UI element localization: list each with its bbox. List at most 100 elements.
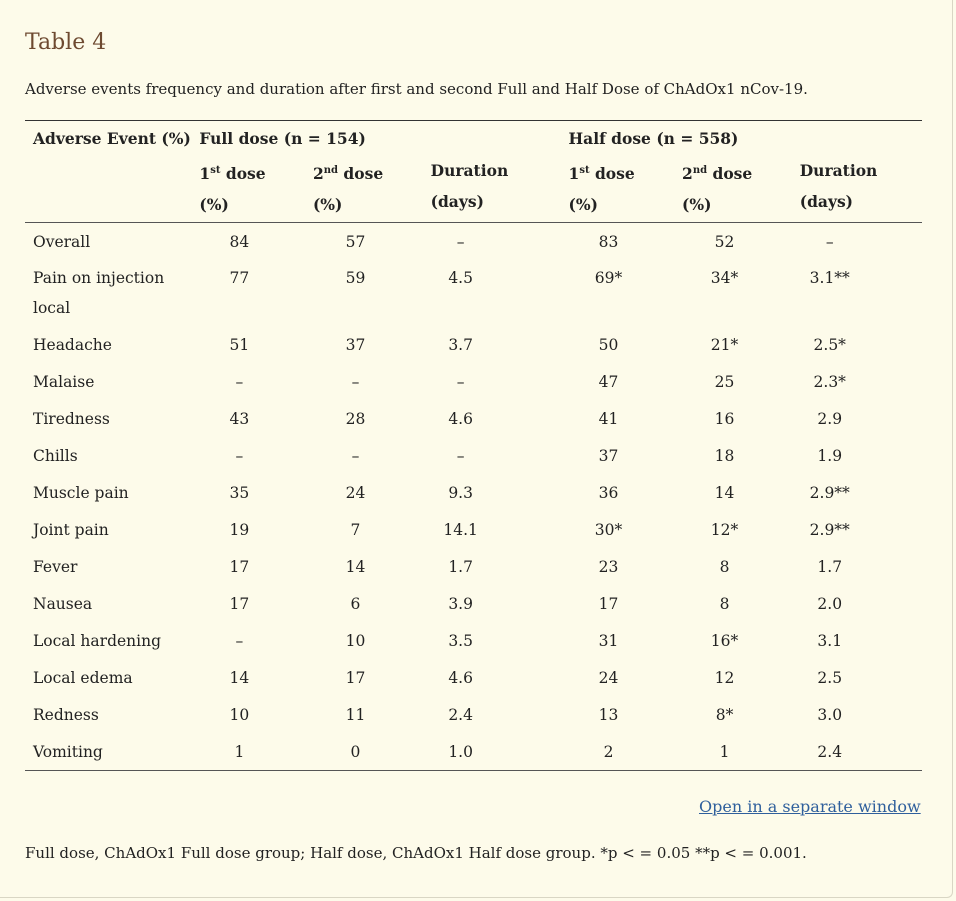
cell-adverse-event: Fever	[33, 558, 78, 576]
table-row: Redness 10 11 2.4 13 8* 3.0	[25, 696, 922, 733]
cell-full-duration: 4.5	[448, 269, 473, 287]
cell-full-first-dose: 17	[229, 595, 250, 613]
cell-full-duration: –	[456, 232, 465, 251]
cell-full-first-dose: 10	[229, 706, 250, 724]
table-row: Joint pain 19 7 14.1 30* 12* 2.9**	[25, 511, 922, 548]
cell-full-duration: 14.1	[443, 521, 478, 539]
cell-half-second-dose: 16	[714, 410, 735, 428]
cell-half-duration: 2.9	[817, 410, 843, 428]
cell-half-first-dose: 41	[598, 410, 619, 428]
cell-adverse-event: Overall	[33, 232, 91, 251]
cell-full-second-dose: –	[351, 447, 360, 465]
cell-half-first-dose: 37	[598, 447, 619, 465]
cell-half-duration: 3.1**	[809, 269, 850, 287]
cell-full-second-dose: 24	[345, 484, 366, 502]
cell-adverse-event: Local hardening	[33, 632, 162, 650]
table-title: Table 4	[25, 30, 107, 55]
adverse-events-table: Adverse Event (%) Full dose (n = 154) Ha…	[25, 120, 922, 771]
cell-half-first-dose: 23	[598, 558, 619, 576]
cell-half-duration: 1.7	[817, 558, 843, 576]
cell-full-duration: 3.7	[448, 336, 473, 354]
header-half-second-dose: 2nd dose (%)	[674, 154, 792, 223]
cell-half-first-dose: 30*	[594, 521, 623, 539]
cell-half-second-dose: 1	[674, 733, 792, 771]
cell-full-first-dose: 77	[229, 269, 250, 287]
cell-half-duration: 3.0	[817, 706, 843, 724]
header-full-first-dose: 1st dose (%)	[191, 154, 305, 223]
cell-half-duration: 2.0	[817, 595, 843, 613]
cell-half-first-dose: 47	[598, 373, 619, 391]
cell-full-second-dose: 37	[345, 336, 366, 354]
cell-full-duration: 1.7	[448, 558, 473, 576]
cell-full-first-dose: 19	[229, 521, 250, 539]
cell-full-duration: 3.5	[448, 632, 473, 650]
table-row: Pain on injection local 77 59 4.5 69* 34* 3.1*…	[25, 259, 922, 326]
cell-full-first-dose: 43	[229, 410, 250, 428]
header-half-duration: Duration (days)	[791, 154, 922, 223]
cell-adverse-event: Malaise	[33, 373, 95, 391]
cell-half-duration: 1.9	[817, 447, 843, 465]
cell-full-second-dose: 11	[345, 706, 366, 724]
cell-full-duration: 4.6	[448, 669, 473, 687]
cell-full-second-dose: 57	[345, 232, 366, 251]
cell-full-second-dose: 28	[345, 410, 366, 428]
table-row: Nausea 17 6 3.9 17 8 2.0	[25, 585, 922, 622]
cell-half-second-dose: 12	[714, 669, 735, 687]
table-row: Chills – – – 37 18 1.9	[25, 437, 922, 474]
table-caption: Adverse events frequency and duration af…	[25, 80, 808, 98]
header-half-first-dose: 1st dose (%)	[560, 154, 675, 223]
cell-full-first-dose: 14	[229, 669, 250, 687]
cell-full-second-dose: 6	[350, 595, 361, 613]
cell-adverse-event: Joint pain	[33, 521, 109, 539]
cell-adverse-event: Tiredness	[33, 410, 110, 428]
cell-half-duration: 2.9**	[809, 484, 850, 502]
cell-half-first-dose: 83	[598, 232, 619, 251]
cell-half-first-dose: 17	[598, 595, 619, 613]
cell-adverse-event: Local edema	[33, 669, 133, 687]
cell-adverse-event: Headache	[33, 336, 112, 354]
cell-full-first-dose: 51	[229, 336, 250, 354]
cell-full-first-dose: 84	[229, 232, 250, 251]
cell-full-duration: 2.4	[448, 706, 473, 724]
header-adverse-event: Adverse Event (%)	[25, 120, 192, 155]
cell-half-second-dose: 14	[714, 484, 735, 502]
cell-adverse-event: Chills	[33, 447, 78, 465]
cell-half-first-dose: 50	[598, 336, 619, 354]
cell-full-second-dose: 59	[345, 269, 366, 287]
cell-full-duration: 9.3	[448, 484, 473, 502]
header-full-duration: Duration (days)	[422, 154, 561, 223]
cell-half-first-dose: 69*	[594, 269, 623, 287]
header-spacer	[25, 154, 192, 223]
table-row: Tiredness 43 28 4.6 41 16 2.9	[25, 400, 922, 437]
cell-full-second-dose: 7	[350, 521, 361, 539]
cell-half-second-dose: 18	[714, 447, 735, 465]
cell-half-second-dose: 8	[719, 558, 730, 576]
table-row: Local hardening – 10 3.5 31 16* 3.1	[25, 622, 922, 659]
cell-full-first-dose: –	[235, 373, 244, 391]
cell-full-duration: –	[456, 447, 465, 465]
cell-full-first-dose: 1	[191, 733, 305, 771]
cell-full-second-dose: 14	[345, 558, 366, 576]
cell-full-duration: 1.0	[422, 733, 561, 771]
cell-half-second-dose: 8*	[715, 706, 734, 724]
cell-full-duration: 3.9	[448, 595, 473, 613]
table-row: Vomiting 1 0 1.0 2 1 2.4	[25, 733, 922, 771]
cell-full-first-dose: –	[235, 632, 244, 650]
cell-half-first-dose: 13	[598, 706, 619, 724]
cell-half-second-dose: 21*	[710, 336, 739, 354]
cell-full-duration: 4.6	[448, 410, 473, 428]
cell-half-first-dose: 36	[598, 484, 619, 502]
cell-half-duration: –	[825, 232, 834, 251]
cell-half-duration: 2.4	[791, 733, 922, 771]
header-full-dose: Full dose (n = 154)	[191, 120, 561, 155]
cell-half-duration: 2.9**	[809, 521, 850, 539]
open-separate-window-link[interactable]: Open in a separate window	[699, 797, 921, 816]
cell-full-second-dose: 17	[345, 669, 366, 687]
cell-full-first-dose: –	[235, 447, 244, 465]
table-row: Muscle pain 35 24 9.3 36 14 2.9**	[25, 474, 922, 511]
cell-full-second-dose: –	[351, 373, 360, 391]
cell-half-first-dose: 31	[598, 632, 619, 650]
cell-adverse-event: Nausea	[33, 595, 93, 613]
table-row: Local edema 14 17 4.6 24 12 2.5	[25, 659, 922, 696]
